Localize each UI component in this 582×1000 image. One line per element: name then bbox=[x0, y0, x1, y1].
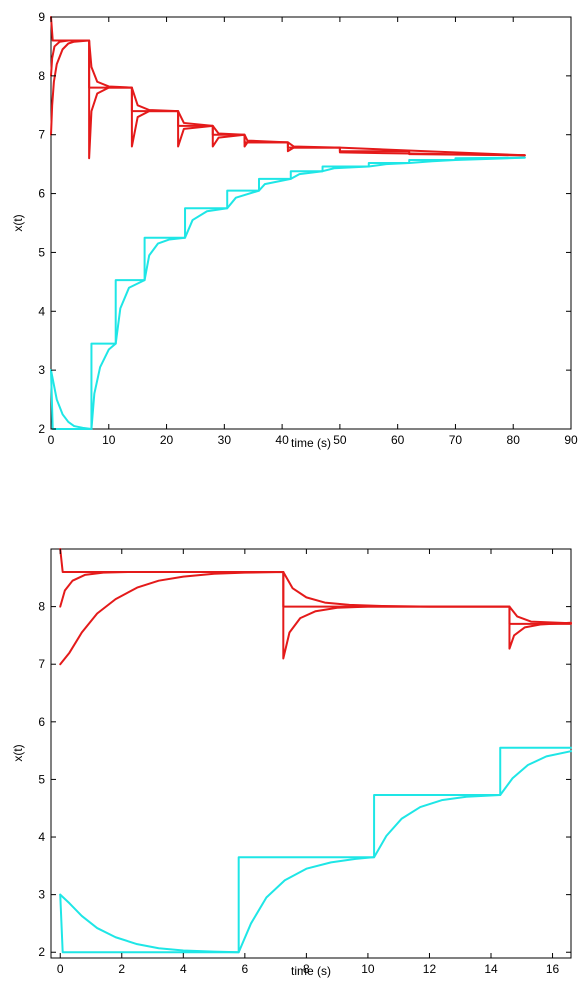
bottom-x-tick-label: 14 bbox=[484, 962, 498, 976]
top-plot-frame bbox=[50, 16, 572, 430]
top-upper-curve-line-1 bbox=[50, 39, 526, 160]
bottom-x-tick-label: 16 bbox=[546, 962, 560, 976]
bottom-upper-curve-line-2 bbox=[59, 571, 572, 625]
bottom-series-group bbox=[59, 548, 572, 954]
bottom-plot-frame bbox=[50, 548, 572, 959]
bottom-x-tick-label: 0 bbox=[57, 962, 64, 976]
top-y-tick-label: 3 bbox=[38, 363, 45, 377]
top-x-tick-label: 50 bbox=[333, 433, 347, 447]
top-y-tick-label: 2 bbox=[38, 422, 45, 436]
top-x-tick-label: 80 bbox=[507, 433, 521, 447]
bottom-y-tick-label: 7 bbox=[38, 657, 45, 671]
bottom-x-tick-label: 6 bbox=[242, 962, 249, 976]
top-series-group bbox=[50, 16, 526, 430]
top-y-tick-label: 5 bbox=[38, 245, 45, 259]
top-x-tick-label: 10 bbox=[102, 433, 116, 447]
top-lower-curve-line-4 bbox=[50, 156, 526, 430]
bottom-x-tick-label: 4 bbox=[180, 962, 187, 976]
top-y-tick-label: 7 bbox=[38, 128, 45, 142]
bottom-x-tick-label: 8 bbox=[303, 962, 310, 976]
bottom-x-tick-label: 10 bbox=[361, 962, 375, 976]
bottom-y-tick-label: 4 bbox=[38, 830, 45, 844]
top-x-tick-label: 90 bbox=[564, 433, 578, 447]
top-x-tick-label: 30 bbox=[218, 433, 232, 447]
bottom-x-axis-label: time (s) bbox=[291, 964, 331, 978]
top-x-tick-label: 0 bbox=[48, 433, 55, 447]
top-x-tick-label: 40 bbox=[275, 433, 289, 447]
top-y-tick-label: 4 bbox=[38, 304, 45, 318]
top-x-tick-label: 20 bbox=[160, 433, 174, 447]
top-chart: 0 10 20 30 40 50 60 70 80 90 2 3 4 5 6 7 8 9 time (s) x(t… bbox=[11, 10, 578, 450]
bottom-y-tick-label: 8 bbox=[38, 600, 45, 614]
top-y-axis-label: x(t) bbox=[11, 214, 25, 231]
bottom-y-tick-label: 3 bbox=[38, 888, 45, 902]
bottom-y-tick-label: 5 bbox=[38, 772, 45, 786]
bottom-x-tick-label: 2 bbox=[118, 962, 125, 976]
top-lower-step-line-3 bbox=[50, 156, 526, 430]
top-ticks-group: 0 10 20 30 40 50 60 70 80 90 2 3 4 5 6 7 8 9 bbox=[38, 10, 578, 447]
bottom-lower-step-line-3 bbox=[59, 746, 572, 954]
bottom-y-tick-label: 6 bbox=[38, 715, 45, 729]
bottom-upper-curve-line-1 bbox=[59, 571, 572, 666]
top-x-tick-label: 70 bbox=[449, 433, 463, 447]
top-y-tick-label: 6 bbox=[38, 187, 45, 201]
bottom-y-tick-label: 2 bbox=[38, 945, 45, 959]
top-x-tick-label: 60 bbox=[391, 433, 405, 447]
bottom-upper-step-line-0 bbox=[59, 548, 572, 625]
top-y-tick-label: 8 bbox=[38, 69, 45, 83]
top-x-axis-label: time (s) bbox=[291, 436, 331, 450]
bottom-lower-curve-line-4 bbox=[59, 750, 572, 954]
top-y-tick-label: 9 bbox=[38, 10, 45, 24]
bottom-x-tick-label: 12 bbox=[423, 962, 437, 976]
top-upper-curve-line-2 bbox=[50, 39, 526, 157]
bottom-y-axis-label: x(t) bbox=[11, 744, 25, 761]
